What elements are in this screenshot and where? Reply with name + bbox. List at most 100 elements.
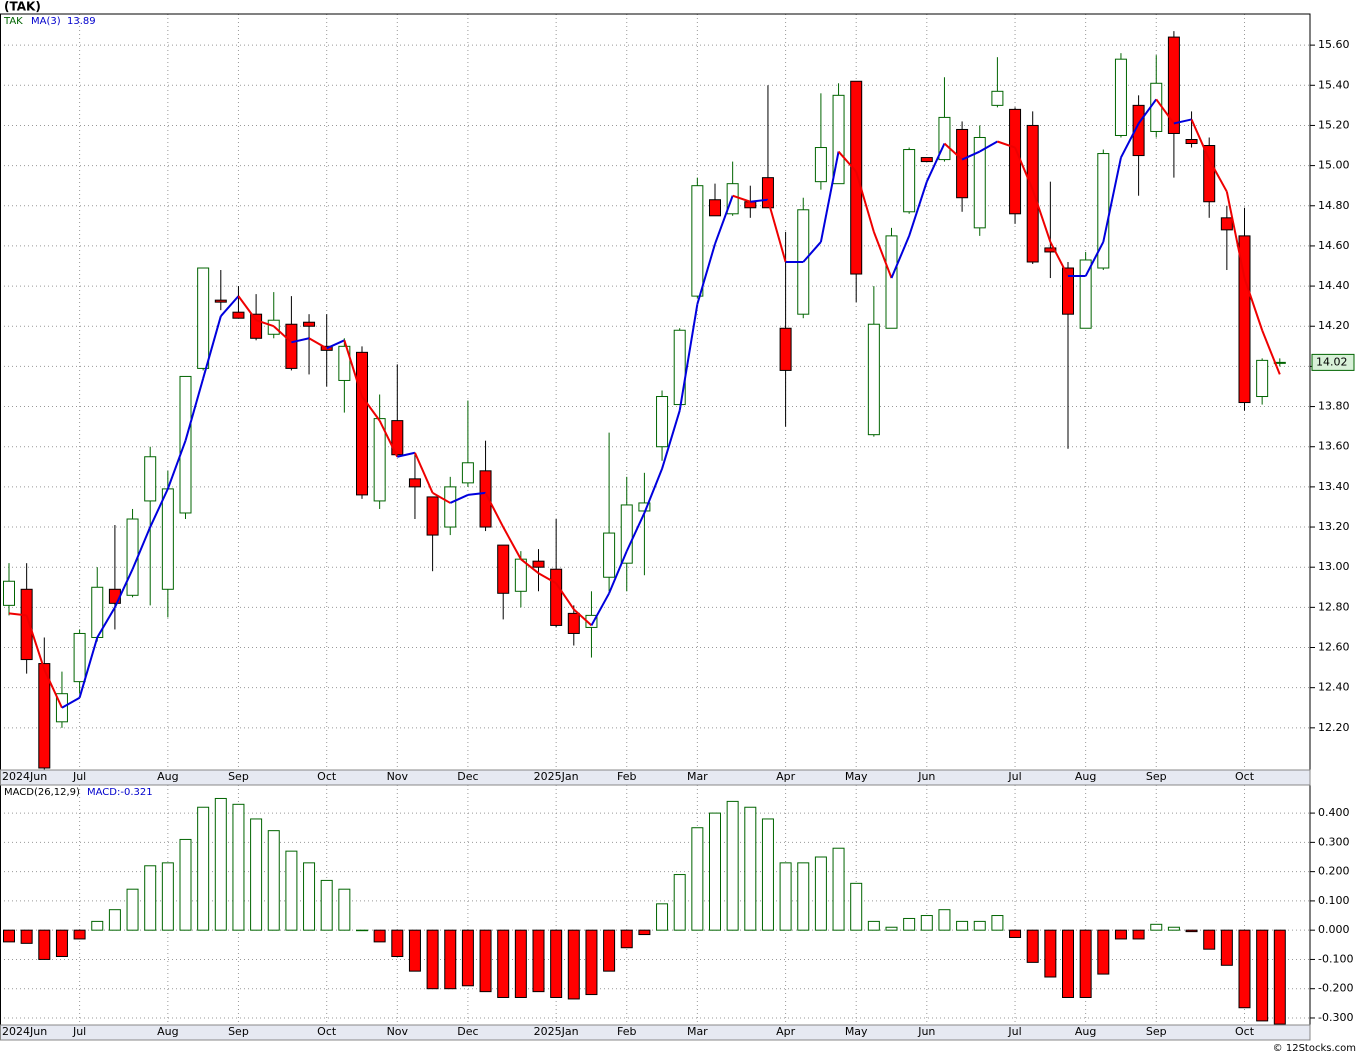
last-price-label: 14.02 [1316,355,1348,368]
ma-line [908,181,928,237]
ma-line [484,492,505,528]
macd-bar [920,915,933,931]
y-tick-label: 13.00 [1318,560,1350,573]
ma-line [1137,98,1158,125]
ma-line [202,315,222,379]
y-tick-label: 14.80 [1318,199,1350,212]
macd-bar [903,917,916,931]
ma-line [643,468,663,514]
ma-line [166,440,187,490]
ma-line [149,488,169,528]
macd-bar [532,929,545,993]
candle-body [285,323,298,369]
candle-body [1044,247,1057,253]
ma-line [343,339,363,397]
ma-line [555,582,575,610]
macd-bar [232,803,245,931]
ma-line [308,337,328,350]
x-tick-label: Dec [457,770,478,783]
x-tick-label: Jul [72,770,86,783]
macd-bar [761,818,774,931]
candle-body [832,94,845,185]
y-tick-label: 0.400 [1318,806,1350,819]
candle-body [303,321,316,327]
ma-line [573,608,593,627]
candle-body [461,462,474,484]
macd-bar [285,850,298,931]
candle-body [603,532,616,578]
candle-body [444,486,457,528]
candle-body [20,588,33,661]
ma-line [361,395,381,422]
candle-body [726,183,739,215]
ma-line [979,140,998,153]
candle-body [408,478,421,488]
x-tick-label: Mar [687,770,708,783]
macd-bar [814,856,827,931]
candle-body [479,470,492,528]
macd-bar [479,929,492,993]
x-tick-label: Jul [1007,1025,1021,1038]
macd-bar [91,920,104,931]
x-tick-label: Jul [1007,770,1021,783]
x-tick-label: 2025Jan [534,1025,579,1038]
macd-bar [1009,929,1022,938]
ma-line [397,451,416,458]
ma-line [538,572,557,585]
macd-bar [1238,929,1251,1009]
x-tick-label: Oct [1235,1025,1255,1038]
ma-line [1014,147,1034,191]
x-tick-label: Aug [1075,1025,1096,1038]
macd-bar [1026,929,1039,963]
macd-bar [1044,929,1057,978]
macd-bar [426,929,439,990]
macd-bar [797,862,810,931]
candle-body [938,116,951,161]
x-tick-label: Jun [917,770,935,783]
candle-body [1079,259,1092,329]
ma-line [467,491,486,496]
candle-body [973,136,986,229]
ma-line [714,195,734,245]
y-tick-label: -0.200 [1318,982,1353,995]
ma-line [1243,277,1264,331]
macd-bar [1203,929,1216,950]
y-tick-label: 15.60 [1318,38,1350,51]
macd-bar [1062,929,1074,998]
ma-line [78,637,99,698]
macd-bar [991,915,1004,931]
candle-body [1220,217,1233,231]
macd-bar [656,903,669,931]
candle-body [956,128,969,199]
ma-line [184,378,205,441]
y-tick-label: 0.300 [1318,835,1350,848]
x-tick-label: 2025Jan [534,770,579,783]
candle-body [850,80,863,275]
macd-bar [779,862,792,931]
ma-line [61,696,81,709]
x-tick-label: Sep [1146,770,1167,783]
candle-body [814,147,827,183]
ma-line [25,615,46,670]
macd-bar [38,929,51,960]
macd-bar [3,929,15,943]
y-tick-label: 15.40 [1318,78,1350,91]
candle-body [920,157,933,163]
y-tick-label: 0.200 [1318,865,1350,878]
macd-bar [585,929,598,996]
ma-line [925,143,946,183]
ma-line [520,558,540,575]
y-tick-label: -0.300 [1318,1011,1353,1024]
band-border [0,769,1311,786]
x-tick-label: Oct [317,1025,337,1038]
candle-body [497,544,510,594]
macd-bar [1097,929,1110,975]
candle-body [761,177,774,209]
macd-title: MACD(26,12,9) [4,787,80,798]
macd-bar [1273,929,1286,1025]
candle-body [1009,108,1022,215]
candle-body [250,313,263,339]
macd-bar [497,929,510,998]
macd-bar [726,800,739,931]
x-tick-label: 2024Jun [2,770,47,783]
